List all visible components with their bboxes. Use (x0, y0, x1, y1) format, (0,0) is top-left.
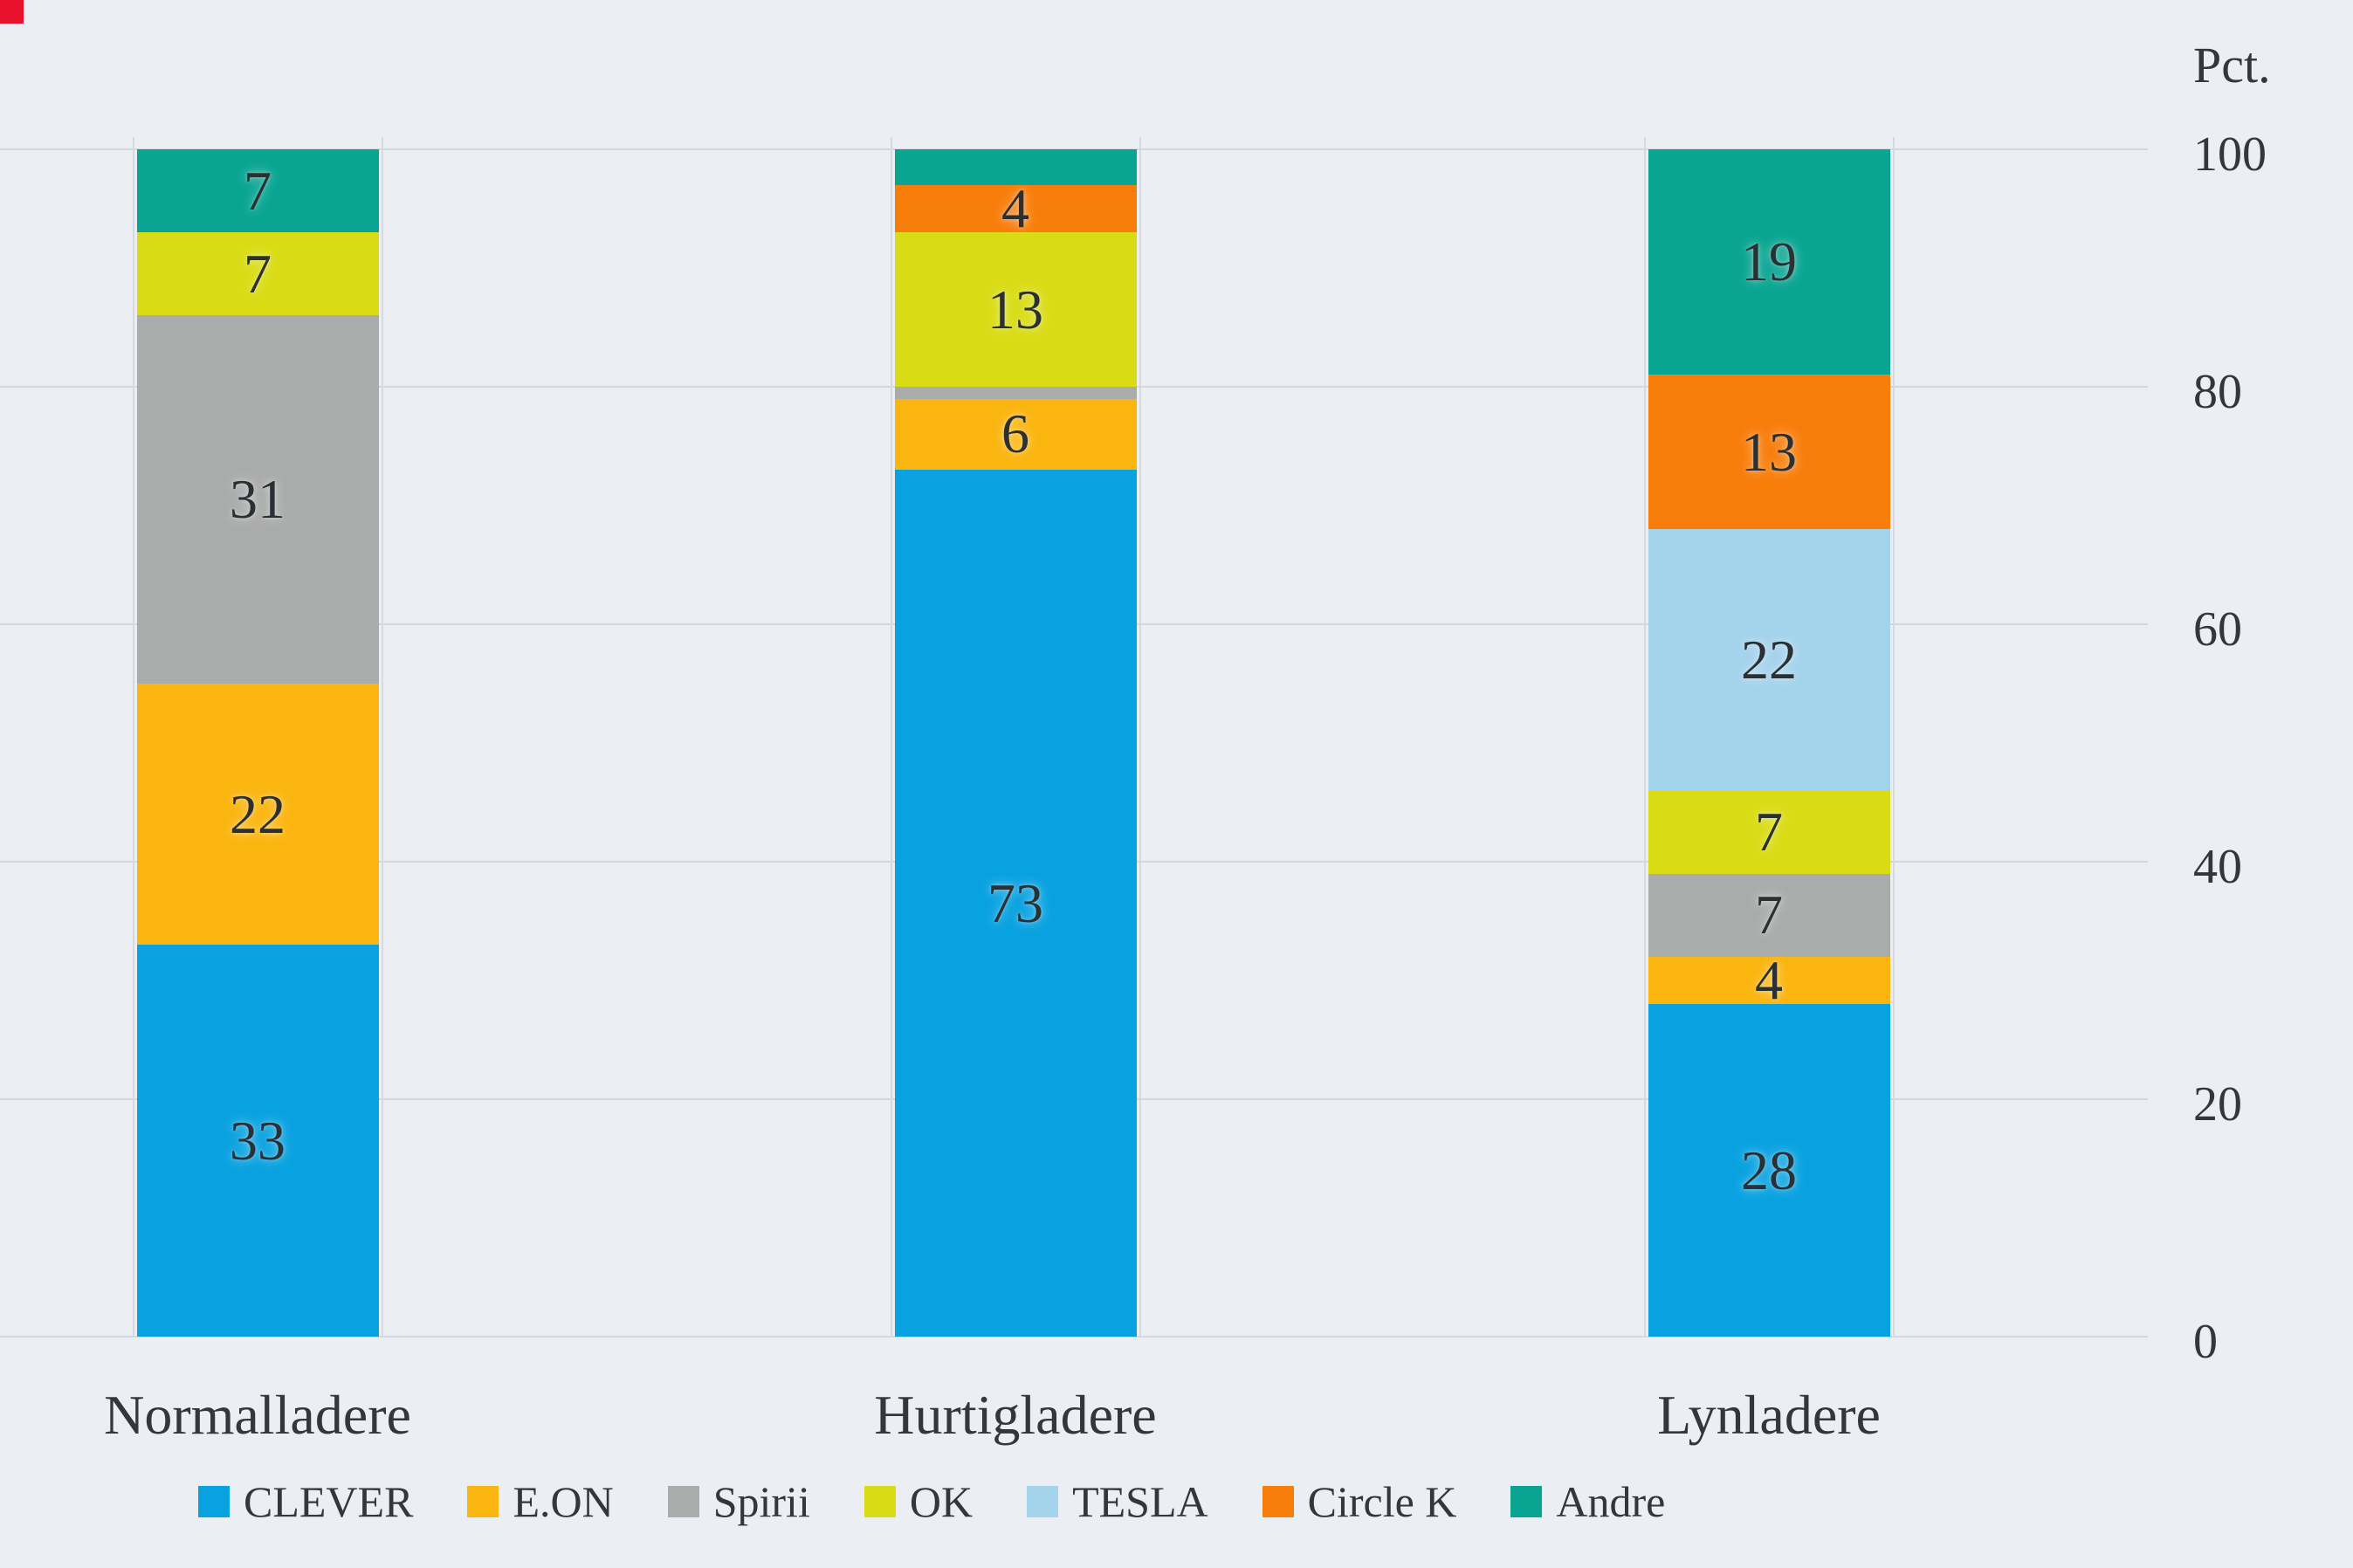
segment-value-label: 22 (230, 782, 286, 845)
legend-swatch-circle-k (1262, 1486, 1294, 1517)
segment-e-on: 6 (894, 398, 1137, 471)
segment-clever: 73 (894, 470, 1137, 1337)
segment-spirii: 7 (1648, 873, 1890, 957)
legend-item-andre: Andre (1510, 1477, 1665, 1526)
segment-andre (894, 149, 1137, 185)
legend-label-e-on: E.ON (513, 1477, 614, 1526)
legend-item-e-on: E.ON (467, 1477, 614, 1526)
legend-item-clever: CLEVER (198, 1477, 413, 1526)
segment-clever: 28 (1648, 1004, 1890, 1337)
gridline (0, 386, 2148, 388)
corner-artifact (0, 0, 24, 24)
segment-clever: 33 (136, 945, 379, 1337)
y-axis-unit-label: Pct. (2193, 37, 2271, 93)
legend-swatch-andre (1510, 1486, 1543, 1517)
segment-ok: 13 (894, 232, 1137, 387)
segment-value-label: 7 (1755, 884, 1783, 946)
segment-value-label: 73 (987, 871, 1043, 934)
legend-item-ok: OK (863, 1477, 974, 1526)
segment-circle-k: 13 (1648, 375, 1890, 530)
segment-value-label: 28 (1741, 1138, 1797, 1201)
segment-value-label: 22 (1741, 628, 1797, 691)
legend-swatch-ok (863, 1486, 896, 1517)
y-axis-tick-label: 100 (2193, 127, 2267, 182)
y-axis-tick-label: 40 (2193, 840, 2242, 894)
segment-value-label: 13 (987, 278, 1043, 340)
legend-label-tesla: TESLA (1072, 1477, 1208, 1526)
segment-value-label: 7 (244, 159, 272, 222)
segment-spirii: 31 (136, 315, 379, 684)
y-axis-tick-label: 60 (2193, 602, 2242, 657)
legend-item-tesla: TESLA (1027, 1477, 1208, 1526)
segment-e-on: 4 (1648, 949, 1890, 1011)
segment-value-label: 31 (230, 468, 286, 531)
segment-value-label: 7 (1755, 801, 1783, 863)
legend-swatch-e-on (467, 1486, 499, 1517)
legend-item-spirii: Spirii (667, 1477, 810, 1526)
legend-label-andre: Andre (1556, 1477, 1666, 1526)
legend-label-ok: OK (909, 1477, 974, 1526)
segment-circle-k: 4 (894, 177, 1137, 239)
segment-e-on: 22 (136, 684, 379, 946)
segment-value-label: 6 (1001, 402, 1029, 465)
segment-value-label: 7 (244, 242, 272, 305)
segment-andre: 19 (1648, 149, 1890, 375)
legend-swatch-tesla (1027, 1486, 1059, 1517)
legend-swatch-spirii (667, 1486, 699, 1517)
bar-hurtigladere: 73 6 13 4 (890, 137, 1141, 1337)
segment-ok: 7 (136, 232, 379, 316)
category-label-lynladere: Lynladere (1657, 1384, 1881, 1446)
y-axis-tick-label: 0 (2193, 1315, 2218, 1369)
gridline (0, 148, 2148, 150)
y-axis-tick-label: 80 (2193, 365, 2242, 419)
category-label-normalladere: Normalladere (104, 1384, 411, 1446)
y-axis-tick-label: 20 (2193, 1077, 2242, 1131)
gridline (0, 1336, 2148, 1338)
legend-label-circle-k: Circle K (1307, 1477, 1457, 1526)
segment-value-label: 19 (1741, 230, 1797, 293)
legend-item-circle-k: Circle K (1262, 1477, 1457, 1526)
legend-label-clever: CLEVER (244, 1477, 414, 1526)
legend-swatch-clever (198, 1486, 230, 1517)
segment-value-label: 33 (230, 1109, 286, 1172)
bar-lynladere: 28 4 7 7 22 13 19 (1643, 137, 1895, 1337)
segment-value-label: 13 (1741, 420, 1797, 483)
bar-normalladere: 33 22 31 7 7 (132, 137, 383, 1337)
legend-label-spirii: Spirii (712, 1477, 810, 1526)
legend: CLEVER E.ON Spirii OK TESLA Circle K Andre (198, 1475, 1665, 1528)
segment-spirii (894, 387, 1137, 399)
segment-tesla: 22 (1648, 529, 1890, 791)
segment-ok: 7 (1648, 790, 1890, 874)
category-label-hurtigladere: Hurtigladere (874, 1384, 1157, 1446)
segment-value-label: 4 (1001, 177, 1029, 240)
segment-value-label: 4 (1755, 949, 1783, 1012)
segment-andre: 7 (136, 149, 379, 233)
